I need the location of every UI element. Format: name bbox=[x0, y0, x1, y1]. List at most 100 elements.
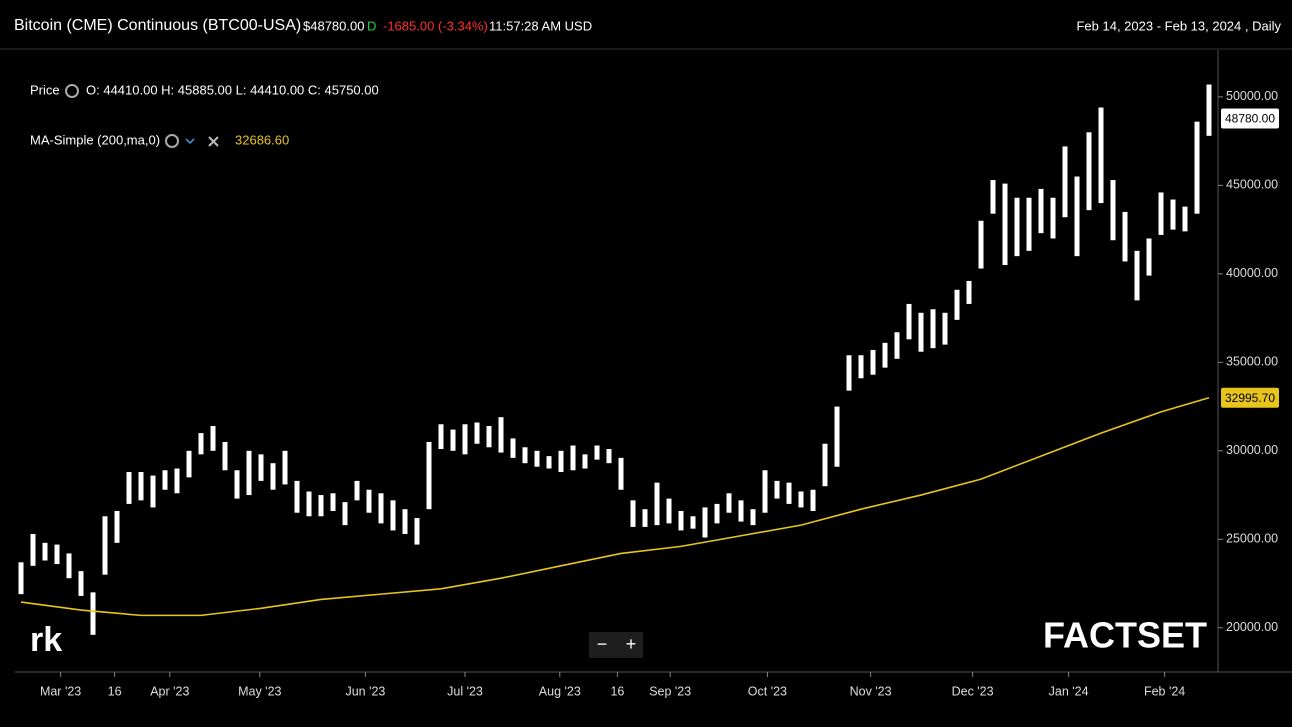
price-tag bbox=[1221, 108, 1279, 129]
price-bar bbox=[90, 592, 96, 635]
price-bar bbox=[42, 542, 48, 561]
legend-ma-value: 32686.60 bbox=[235, 132, 289, 147]
price-bar bbox=[1110, 180, 1116, 241]
y-tick-label: 25000.00 bbox=[1226, 532, 1278, 546]
price-bar bbox=[450, 429, 456, 451]
price-bar bbox=[318, 495, 324, 517]
price-bar bbox=[846, 355, 852, 391]
x-tick-label: Jun '23 bbox=[345, 684, 385, 698]
x-tick-label: Feb '24 bbox=[1144, 684, 1185, 698]
date-range: Feb 14, 2023 - Feb 13, 2024 , Daily bbox=[1076, 18, 1281, 33]
price-bar bbox=[222, 441, 228, 471]
x-tick-label: 16 bbox=[610, 684, 624, 698]
price-bar bbox=[438, 424, 444, 450]
price-bar bbox=[330, 493, 336, 511]
x-tick-label: Sep '23 bbox=[649, 684, 691, 698]
price-bar bbox=[138, 472, 144, 501]
close-icon[interactable] bbox=[208, 136, 219, 147]
price-bar bbox=[954, 289, 960, 320]
price-tag bbox=[1221, 387, 1279, 408]
price-bar bbox=[498, 417, 504, 453]
price-bar bbox=[1122, 211, 1128, 262]
price-bar bbox=[258, 454, 264, 481]
price-bar bbox=[714, 503, 720, 524]
time: 11:57:28 AM USD bbox=[489, 18, 592, 33]
price-bar bbox=[678, 510, 684, 531]
y-tick-label: 45000.00 bbox=[1226, 178, 1278, 192]
settings-icon[interactable] bbox=[65, 84, 79, 98]
x-tick-label: Nov '23 bbox=[850, 684, 892, 698]
price-bar bbox=[486, 426, 492, 448]
price-bar bbox=[822, 443, 828, 487]
zoom-in[interactable]: + bbox=[626, 634, 637, 654]
dropdown-icon[interactable] bbox=[185, 138, 195, 145]
price-bar bbox=[174, 468, 180, 494]
price-bar bbox=[270, 463, 276, 490]
price-bar bbox=[990, 180, 996, 214]
price-bar bbox=[306, 491, 312, 517]
x-tick-label: Aug '23 bbox=[539, 684, 581, 698]
zoom-out[interactable]: − bbox=[597, 634, 608, 654]
y-tick-label: 40000.00 bbox=[1226, 266, 1278, 280]
price-bar bbox=[126, 472, 132, 504]
x-tick-label: Oct '23 bbox=[748, 684, 787, 698]
x-tick-label: Jan '24 bbox=[1049, 684, 1089, 698]
price-bar bbox=[474, 422, 480, 444]
price-bar bbox=[918, 312, 924, 352]
price-bar bbox=[510, 438, 516, 458]
price-bar bbox=[378, 493, 384, 524]
price-bar bbox=[114, 510, 120, 543]
price-bar bbox=[162, 470, 168, 490]
price-bar bbox=[366, 489, 372, 513]
flag: D bbox=[367, 18, 376, 33]
price-bar bbox=[858, 355, 864, 379]
price-bar bbox=[1146, 238, 1152, 276]
price-bar bbox=[738, 500, 744, 522]
price-bar bbox=[1074, 176, 1080, 257]
price-bar bbox=[246, 450, 252, 496]
price-tag-label: 48780.00 bbox=[1225, 112, 1275, 126]
price-bar bbox=[966, 280, 972, 304]
price-bar bbox=[210, 426, 216, 451]
y-tick-label: 50000.00 bbox=[1226, 89, 1278, 103]
x-tick-label: Mar '23 bbox=[40, 684, 81, 698]
price-bar bbox=[546, 456, 552, 469]
price-bar bbox=[426, 441, 432, 510]
price-bar bbox=[1098, 107, 1104, 204]
price-bar bbox=[978, 220, 984, 269]
price-bar bbox=[702, 507, 708, 538]
price-bar bbox=[762, 470, 768, 513]
price-bar bbox=[666, 498, 672, 524]
price-bar bbox=[1206, 84, 1212, 136]
logo-left: rk bbox=[30, 621, 62, 659]
price-bar bbox=[810, 489, 816, 511]
price-bar bbox=[1002, 183, 1008, 266]
price-bar bbox=[54, 544, 60, 565]
price-bar bbox=[342, 502, 348, 526]
zoom-controls bbox=[589, 632, 643, 658]
price-bar bbox=[1086, 132, 1092, 211]
title: Bitcoin (CME) Continuous (BTC00-USA) bbox=[14, 17, 301, 34]
price-bar bbox=[1050, 197, 1056, 239]
price-bar bbox=[594, 445, 600, 460]
price-bar bbox=[1026, 197, 1032, 251]
price-bar bbox=[570, 445, 576, 471]
price-bar bbox=[1038, 188, 1044, 234]
price-bar bbox=[522, 447, 528, 464]
price-bar bbox=[942, 312, 948, 345]
change: -1685.00 bbox=[383, 18, 434, 33]
price-bar bbox=[630, 500, 636, 527]
y-tick-label: 35000.00 bbox=[1226, 355, 1278, 369]
price-bar bbox=[606, 449, 612, 464]
price-bar bbox=[1182, 206, 1188, 232]
legend-price: Price bbox=[30, 82, 60, 97]
settings-icon[interactable] bbox=[165, 134, 179, 148]
price-bar bbox=[930, 309, 936, 349]
y-tick-label: 30000.00 bbox=[1226, 443, 1278, 457]
price-bar bbox=[690, 516, 696, 529]
legend-ma: MA-Simple (200,ma,0) bbox=[30, 132, 160, 147]
price-bar bbox=[354, 480, 360, 501]
